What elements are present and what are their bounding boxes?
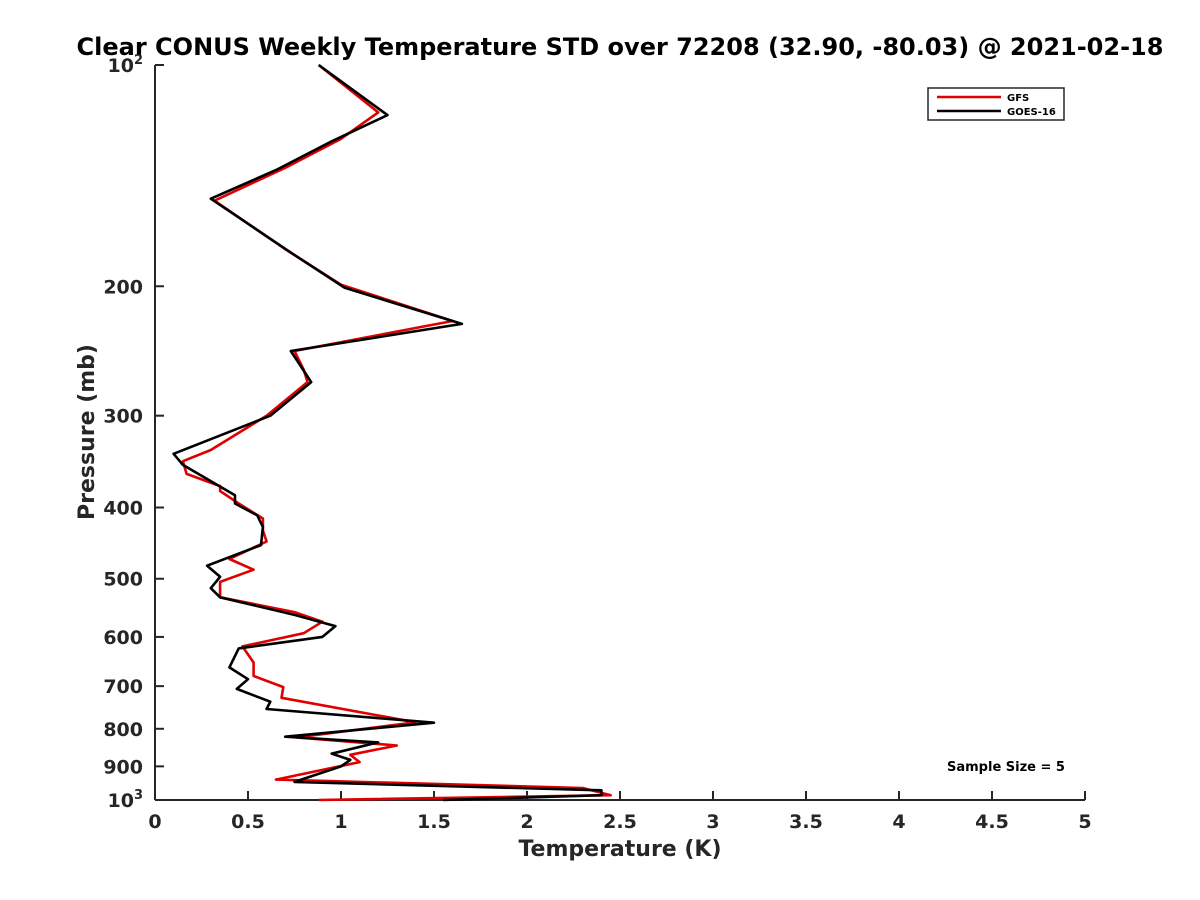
y-tick-label: 600 [103,627,143,649]
y-tick-label: 900 [103,756,143,778]
x-tick-label: 1 [334,811,347,833]
y-tick-exponent: 2 [134,53,143,68]
y-tick-label: 700 [103,676,143,698]
legend-label-goes-16: GOES-16 [1007,107,1056,118]
y-tick-label: 200 [103,276,143,298]
y-tick-label: 300 [103,406,143,428]
legend-box [927,87,1065,121]
y-tick-base: 300 [103,406,143,428]
x-tick-label: 0 [148,811,161,833]
x-tick-label: 2.5 [603,811,637,833]
y-tick-label: 800 [103,719,143,741]
y-tick-base: 800 [103,719,143,741]
y-tick-exponent: 3 [134,788,143,803]
y-tick-base: 700 [103,676,143,698]
x-tick-label: 4.5 [975,811,1009,833]
y-tick-label: 102 [108,53,144,77]
x-tick-label: 1.5 [417,811,451,833]
y-tick-label: 500 [103,569,143,591]
series-line-goes-16 [172,63,603,802]
chart-title: Clear CONUS Weekly Temperature STD over … [77,33,1164,61]
legend-label-gfs: GFS [1007,93,1029,104]
x-tick-label: 0.5 [231,811,265,833]
x-tick-label: 5 [1078,811,1091,833]
x-tick-label: 3 [706,811,719,833]
y-tick-base: 10 [108,790,134,812]
x-tick-label: 3.5 [789,811,823,833]
y-tick-base: 400 [103,498,143,520]
series-line-gfs [181,63,613,802]
y-tick-base: 200 [103,276,143,298]
y-tick-label: 400 [103,498,143,520]
y-tick-base: 500 [103,569,143,591]
x-tick-label: 4 [892,811,905,833]
legend: GFS GOES-16 [927,87,1065,121]
y-tick-base: 900 [103,756,143,778]
series-layer [172,63,613,802]
x-ticks: 0 0.5 1 1.5 2 2.5 3 3.5 4 4.5 5 [148,791,1092,833]
y-tick-label: 103 [108,788,144,812]
x-tick-label: 2 [520,811,533,833]
y-tick-base: 10 [108,55,134,77]
y-tick-base: 600 [103,627,143,649]
y-axis-label: Pressure (mb) [75,344,100,520]
x-axis-label: Temperature (K) [518,837,721,862]
sample-size-annotation: Sample Size = 5 [947,760,1065,775]
